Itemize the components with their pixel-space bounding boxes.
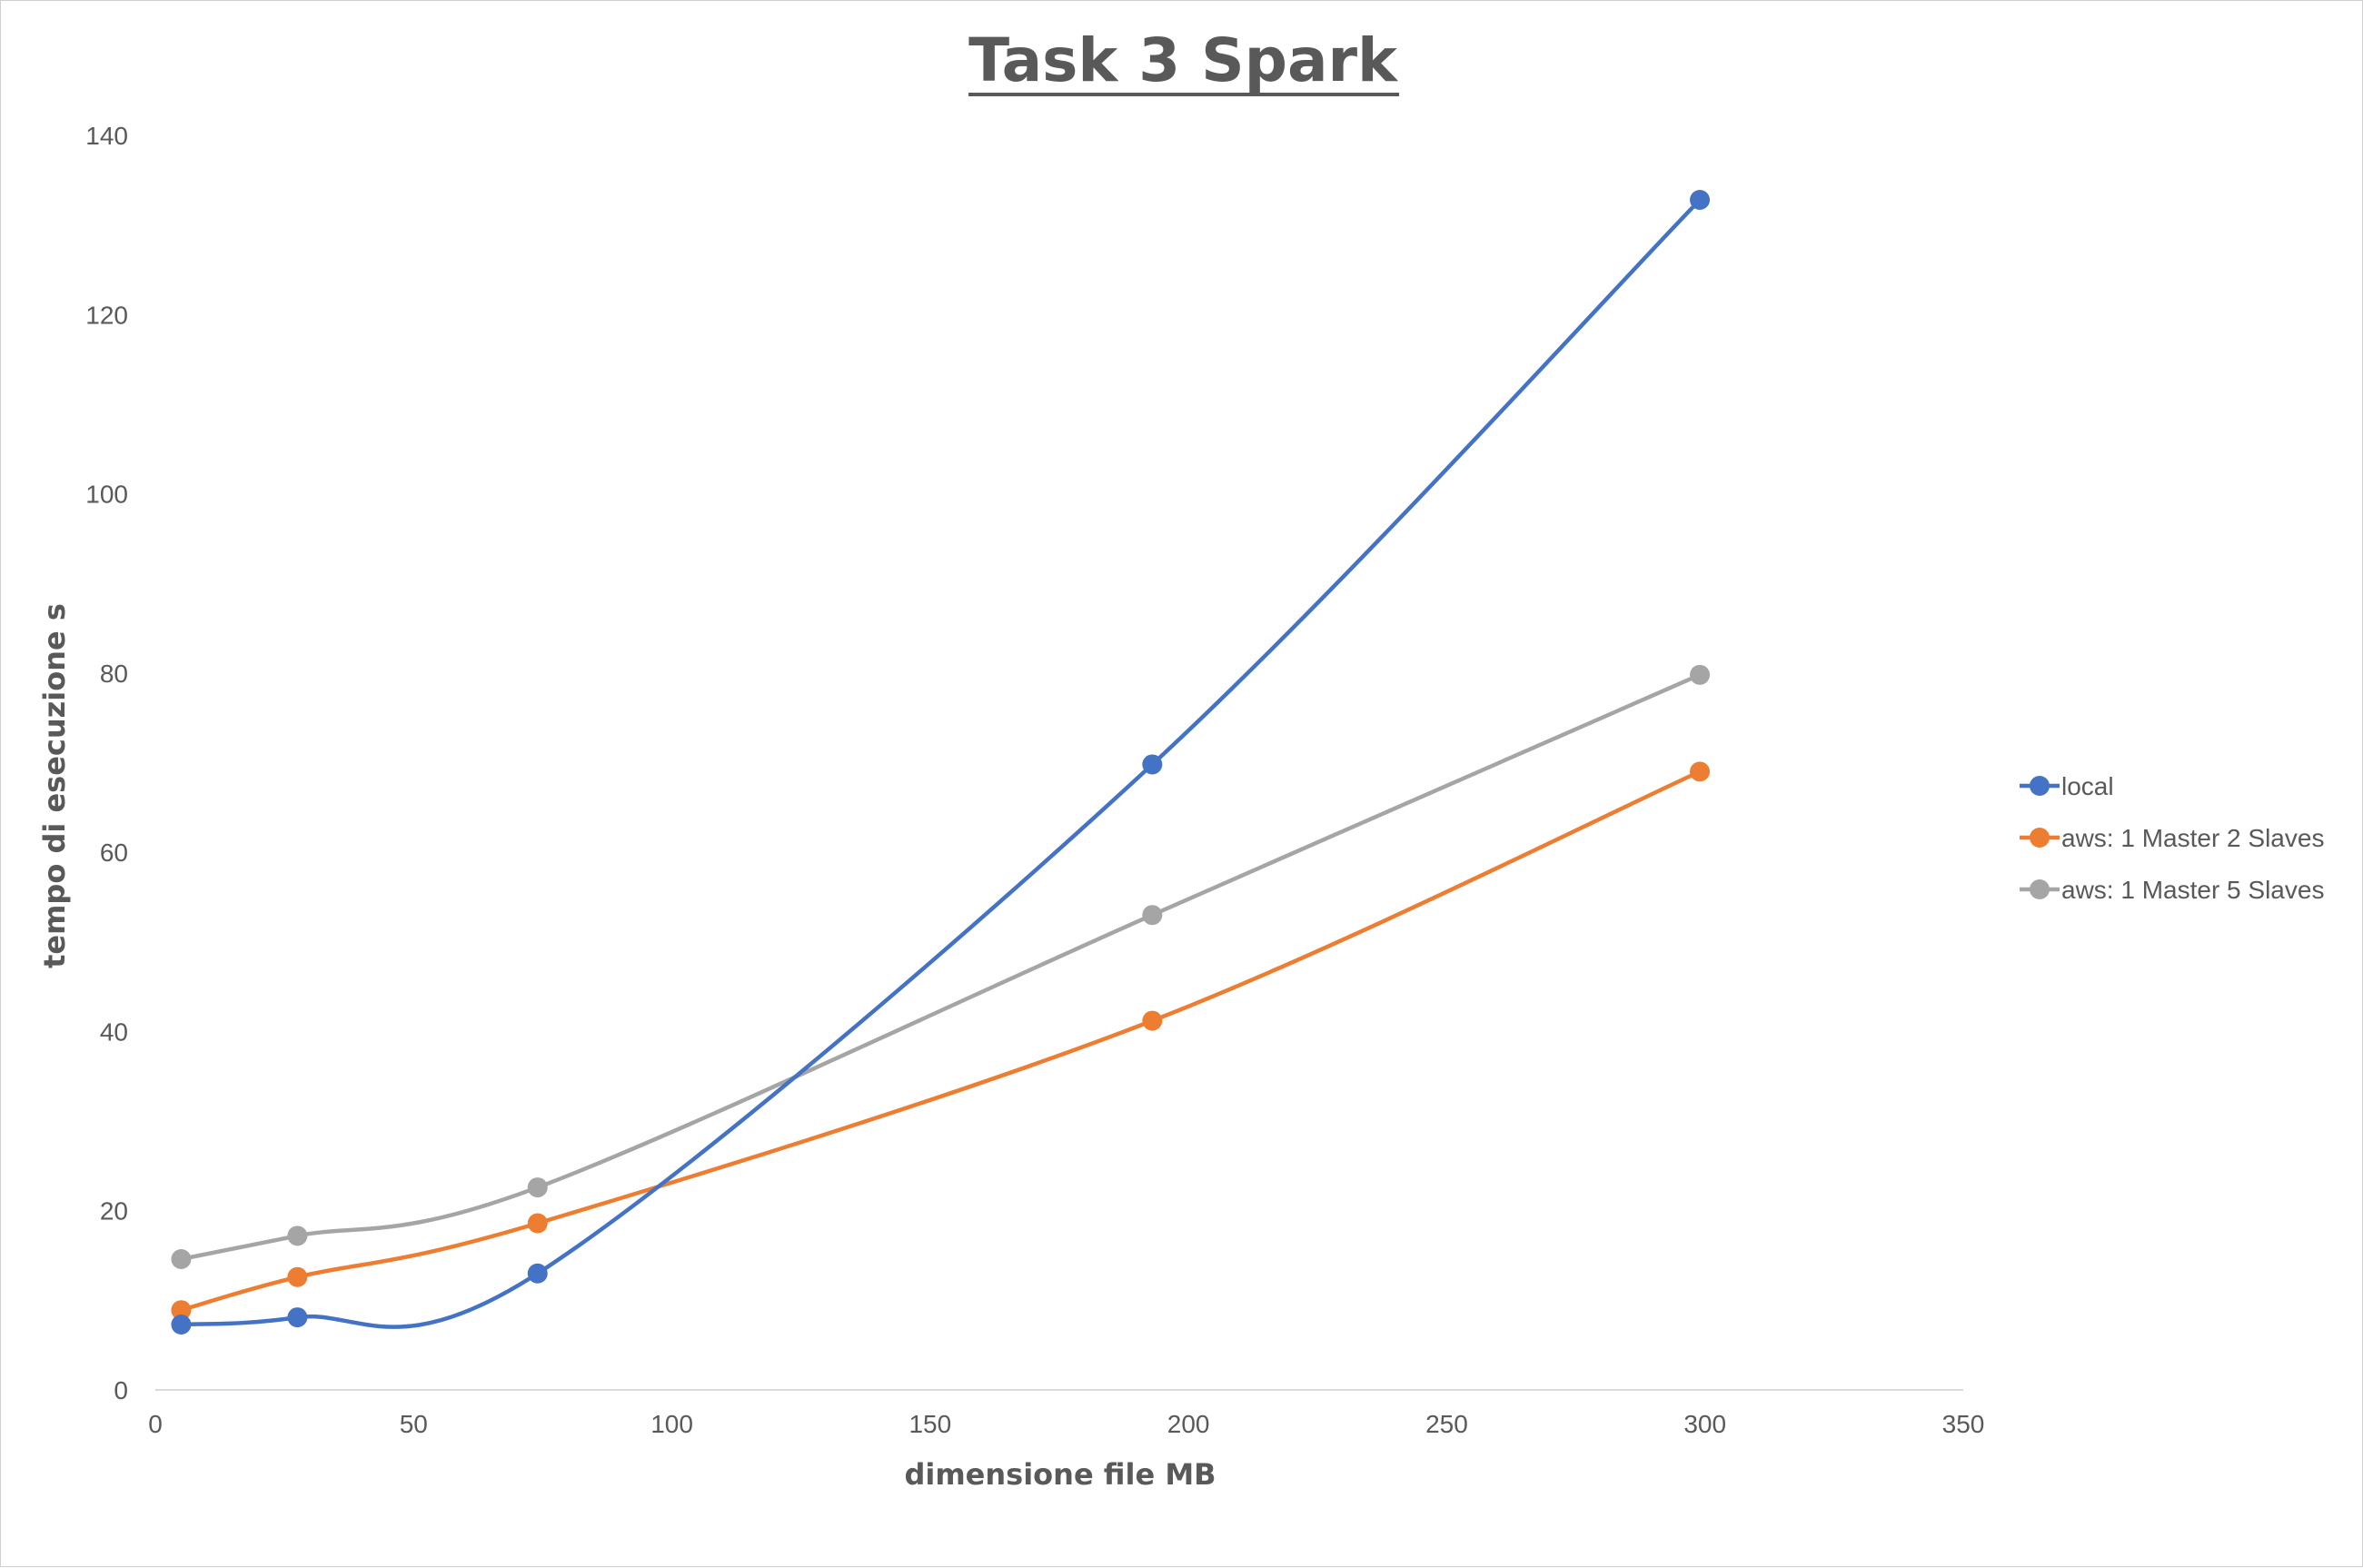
legend-item: local: [2020, 772, 2114, 800]
data-point: [1142, 754, 1163, 775]
axes-group: 0 50 100 150 200 250 300 350 0 20 40 60 80 100 120 140: [85, 122, 1984, 1438]
legend-marker: [2030, 776, 2050, 796]
legend-label: local: [2061, 772, 2114, 800]
x-tick-label: 200: [1167, 1410, 1210, 1438]
data-point: [287, 1226, 308, 1246]
x-tick-label: 50: [400, 1410, 428, 1438]
y-tick-label: 60: [100, 839, 128, 867]
x-axis-title: dimensione file MB: [904, 1457, 1216, 1492]
legend-item: aws: 1 Master 2 Slaves: [2020, 824, 2324, 852]
legend-marker: [2030, 828, 2050, 848]
y-tick-label: 100: [85, 481, 128, 509]
series-aws-1-master-2-slaves: [171, 761, 1711, 1321]
series-aws-1-master-5-slaves: [171, 664, 1711, 1269]
data-point: [171, 1300, 192, 1321]
chart-title: Task 3 Spark: [968, 25, 1399, 95]
data-point: [287, 1307, 308, 1328]
data-point: [171, 1248, 192, 1269]
x-tick-label: 250: [1425, 1410, 1468, 1438]
legend-item: aws: 1 Master 5 Slaves: [2020, 876, 2324, 904]
data-point: [1690, 761, 1711, 782]
x-tick-label: 300: [1683, 1410, 1726, 1438]
legend-label: aws: 1 Master 2 Slaves: [2061, 824, 2324, 852]
y-tick-label: 0: [114, 1376, 128, 1404]
x-tick-label: 150: [908, 1410, 951, 1438]
data-point: [527, 1213, 548, 1234]
legend-label: aws: 1 Master 5 Slaves: [2061, 876, 2324, 904]
legend: local aws: 1 Master 2 Slaves aws: 1 Master…: [2020, 772, 2324, 904]
y-tick-label: 40: [100, 1017, 128, 1046]
data-point: [527, 1177, 548, 1198]
series-line: [180, 769, 1701, 1313]
data-point: [287, 1266, 308, 1287]
data-point: [1142, 1010, 1163, 1031]
x-tick-label: 100: [650, 1410, 693, 1438]
y-axis-title: tempo di esecuzione s: [37, 603, 72, 968]
series-line: [181, 198, 1702, 1329]
data-point: [1142, 905, 1163, 926]
y-tick-label: 140: [85, 122, 128, 150]
data-point: [1690, 664, 1711, 685]
y-tick-label: 80: [100, 660, 128, 688]
data-point: [527, 1263, 548, 1284]
data-point: [1690, 190, 1711, 211]
y-tick-label: 20: [100, 1197, 128, 1226]
y-tick-label: 120: [85, 301, 128, 329]
chart-title-group: Task 3 Spark: [968, 25, 1400, 96]
series-local: [171, 190, 1711, 1335]
series-layer: [171, 190, 1711, 1335]
data-point: [171, 1314, 192, 1335]
series-line: [180, 672, 1701, 1262]
x-tick-label: 350: [1942, 1410, 1985, 1438]
legend-marker: [2030, 879, 2050, 899]
x-tick-label: 0: [148, 1410, 163, 1438]
